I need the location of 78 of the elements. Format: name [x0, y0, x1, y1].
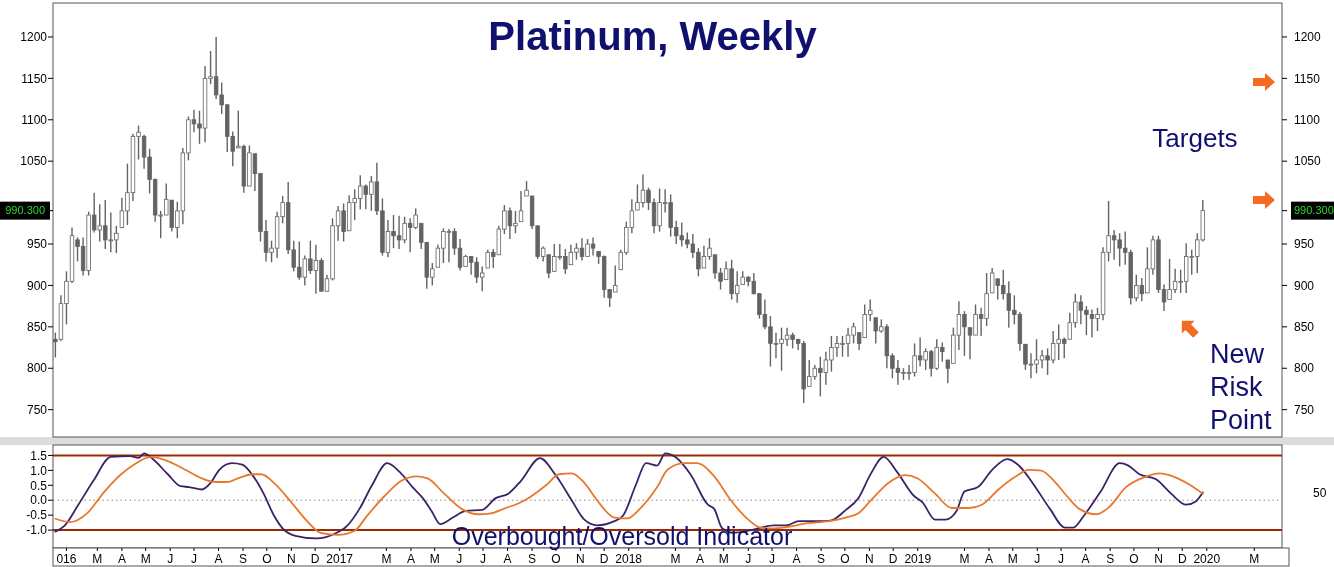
x-tick-label: 2020: [1193, 552, 1221, 566]
y-tick-label: 1100: [21, 112, 48, 127]
x-tick-label: A: [406, 552, 415, 566]
x-tick-label: M: [140, 552, 151, 566]
y-tick-label: 0.5: [30, 478, 48, 493]
x-tick-label: A: [214, 552, 223, 566]
x-tick-label: N: [287, 552, 296, 566]
y2-tick-label: 1100: [1294, 112, 1321, 127]
x-tick-label: J: [190, 552, 197, 566]
x-tick-label: J: [167, 552, 174, 566]
x-tick-label: N: [1154, 552, 1163, 566]
y-tick-label: 1200: [20, 30, 48, 45]
x-tick-label: S: [817, 552, 826, 566]
y-tick-label: 1050: [20, 154, 48, 169]
y-tick-label: 990.300: [5, 204, 45, 217]
x-tick-label: J: [479, 552, 486, 566]
x-tick-label: J: [745, 552, 752, 566]
chart-title: Platinum, Weekly: [488, 14, 818, 58]
y-tick-label: 1.0: [30, 463, 48, 478]
x-tick-label: A: [117, 552, 126, 566]
x-tick-label: M: [1249, 552, 1260, 566]
y-tick-label: 0.0: [30, 493, 48, 508]
x-tick-label: A: [503, 552, 512, 566]
x-tick-label: A: [1081, 552, 1090, 566]
x-tick-label: D: [310, 552, 320, 566]
x-tick-label: M: [429, 552, 440, 566]
x-tick-label: M: [670, 552, 681, 566]
y2-tick-label: 950: [1294, 237, 1315, 252]
y2-tick-label: 1050: [1294, 154, 1322, 169]
x-tick-label: 2019: [904, 552, 932, 566]
x-tick-label: D: [599, 552, 609, 566]
x-tick-label: D: [1177, 552, 1187, 566]
x-tick-label: J: [456, 552, 463, 566]
x-tick-label: J: [1058, 552, 1065, 566]
x-tick-label: 016: [56, 552, 77, 566]
y-tick-label: -0.5: [26, 508, 48, 523]
x-tick-label: A: [985, 552, 994, 566]
x-tick-label: J: [769, 552, 776, 566]
y2-tick-label: 900: [1294, 278, 1315, 293]
y-tick-label: 850: [26, 320, 48, 335]
x-tick-label: O: [551, 552, 561, 566]
x-tick-label: N: [865, 552, 874, 566]
x-tick-label: J: [1034, 552, 1041, 566]
x-tick-label: M: [959, 552, 970, 566]
x-tick-label: M: [718, 552, 729, 566]
annotation: New Risk Point: [1210, 339, 1273, 436]
x-tick-label: S: [528, 552, 537, 566]
y2-tick-label: 850: [1294, 320, 1315, 335]
y2-tick-label: 800: [1294, 361, 1315, 376]
y2-tick-label: 1200: [1294, 30, 1322, 45]
x-tick-label: O: [840, 552, 850, 566]
y2-tick-label: 750: [1294, 402, 1315, 417]
y-tick-label: 950: [26, 237, 48, 252]
x-tick-label: M: [381, 552, 392, 566]
y-tick-label: -1.0: [26, 523, 48, 538]
y2-tick-label: 990.300: [1294, 204, 1334, 217]
x-tick-label: 2017: [326, 552, 354, 566]
x-tick-label: S: [1106, 552, 1115, 566]
y2-tick-label: 1150: [1294, 71, 1321, 86]
annotation: Targets: [1152, 123, 1238, 153]
x-tick-label: D: [888, 552, 898, 566]
x-tick-label: M: [1007, 552, 1018, 566]
x-tick-label: 2018: [615, 552, 643, 566]
y-tick-label: 900: [26, 278, 48, 293]
y-tick-label: 800: [26, 361, 48, 376]
annotation: Overbought/Oversold Indicator: [451, 522, 793, 550]
candlestick: [518, 190, 524, 223]
x-tick-label: O: [1129, 552, 1139, 566]
x-tick-label: N: [576, 552, 585, 566]
x-tick-label: A: [792, 552, 801, 566]
y-tick-label: 1.5: [30, 448, 48, 463]
x-tick-label: A: [695, 552, 704, 566]
x-tick-label: O: [262, 552, 272, 566]
y-tick-label: 750: [26, 402, 48, 417]
x-tick-label: S: [239, 552, 248, 566]
text: 50: [1313, 486, 1327, 500]
x-tick-label: M: [92, 552, 103, 566]
y-tick-label: 1150: [21, 71, 48, 86]
